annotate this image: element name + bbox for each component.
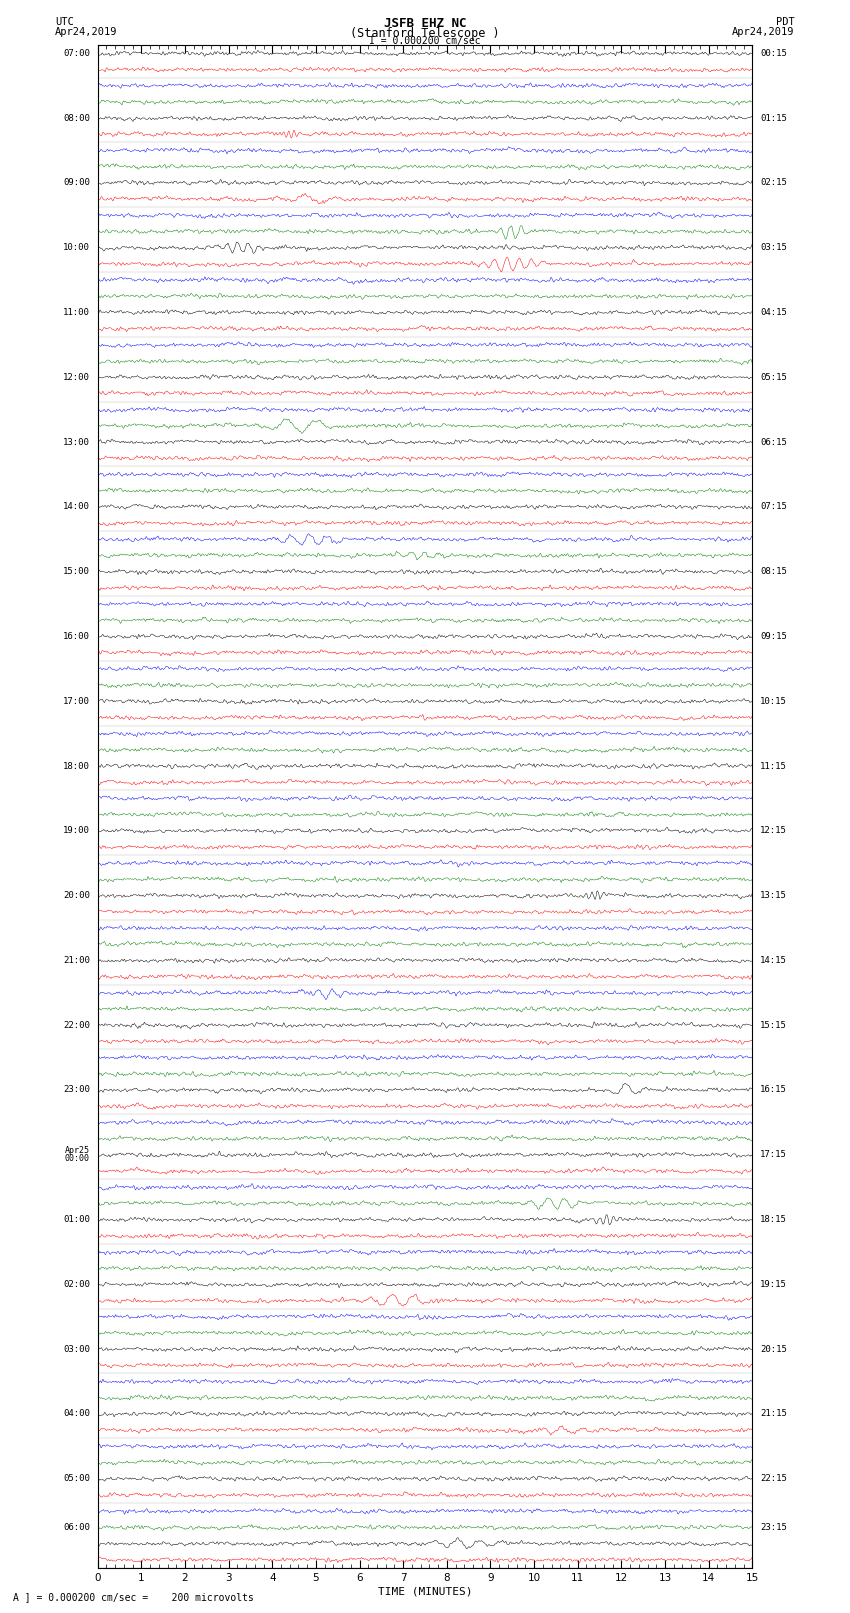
Text: 14:15: 14:15 [760,957,787,965]
Text: 10:00: 10:00 [63,244,90,252]
Text: 13:15: 13:15 [760,890,787,900]
Text: 06:15: 06:15 [760,437,787,447]
Text: I = 0.000200 cm/sec: I = 0.000200 cm/sec [369,37,481,47]
Text: 14:00: 14:00 [63,502,90,511]
Text: Apr24,2019: Apr24,2019 [732,26,795,37]
Text: 20:15: 20:15 [760,1345,787,1353]
Text: 13:00: 13:00 [63,437,90,447]
Text: 22:15: 22:15 [760,1474,787,1484]
Text: 10:15: 10:15 [760,697,787,706]
Text: 06:00: 06:00 [63,1523,90,1532]
Text: UTC: UTC [55,18,74,27]
Text: 01:15: 01:15 [760,113,787,123]
Text: 02:00: 02:00 [63,1279,90,1289]
Text: 20:00: 20:00 [63,890,90,900]
Text: (Stanford Telescope ): (Stanford Telescope ) [350,26,500,40]
Text: 03:15: 03:15 [760,244,787,252]
Text: 00:00: 00:00 [65,1155,90,1163]
Text: 07:00: 07:00 [63,48,90,58]
Text: 18:15: 18:15 [760,1215,787,1224]
Text: 17:15: 17:15 [760,1150,787,1160]
Text: Apr24,2019: Apr24,2019 [55,26,118,37]
Text: 05:00: 05:00 [63,1474,90,1484]
Text: 15:00: 15:00 [63,568,90,576]
Text: 22:00: 22:00 [63,1021,90,1029]
X-axis label: TIME (MINUTES): TIME (MINUTES) [377,1587,473,1597]
Text: 09:00: 09:00 [63,179,90,187]
Text: 19:00: 19:00 [63,826,90,836]
Text: 12:15: 12:15 [760,826,787,836]
Text: 11:15: 11:15 [760,761,787,771]
Text: 23:15: 23:15 [760,1523,787,1532]
Text: 05:15: 05:15 [760,373,787,382]
Text: 08:15: 08:15 [760,568,787,576]
Text: 12:00: 12:00 [63,373,90,382]
Text: 11:00: 11:00 [63,308,90,316]
Text: 03:00: 03:00 [63,1345,90,1353]
Text: 16:00: 16:00 [63,632,90,640]
Text: 00:15: 00:15 [760,48,787,58]
Text: 04:15: 04:15 [760,308,787,316]
Text: 08:00: 08:00 [63,113,90,123]
Text: JSFB EHZ NC: JSFB EHZ NC [383,18,467,31]
Text: A ] = 0.000200 cm/sec =    200 microvolts: A ] = 0.000200 cm/sec = 200 microvolts [13,1592,253,1602]
Text: 07:15: 07:15 [760,502,787,511]
Text: 23:00: 23:00 [63,1086,90,1095]
Text: 21:00: 21:00 [63,957,90,965]
Text: 09:15: 09:15 [760,632,787,640]
Text: 18:00: 18:00 [63,761,90,771]
Text: 16:15: 16:15 [760,1086,787,1095]
Text: 04:00: 04:00 [63,1410,90,1418]
Text: 15:15: 15:15 [760,1021,787,1029]
Text: 17:00: 17:00 [63,697,90,706]
Text: 19:15: 19:15 [760,1279,787,1289]
Text: Apr25: Apr25 [65,1147,90,1155]
Text: PDT: PDT [776,18,795,27]
Text: 01:00: 01:00 [63,1215,90,1224]
Text: 02:15: 02:15 [760,179,787,187]
Text: 21:15: 21:15 [760,1410,787,1418]
